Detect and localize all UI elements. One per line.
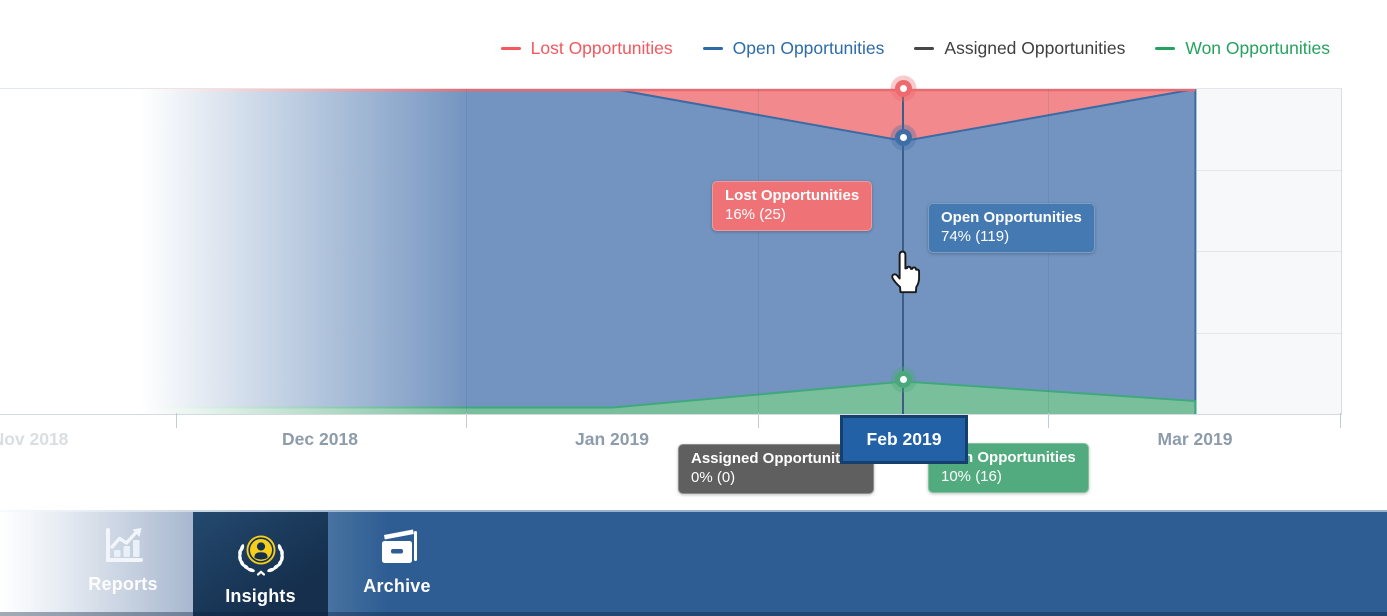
- axis-tick: [758, 413, 759, 428]
- gridline-horizontal: [0, 251, 1341, 252]
- legend-label: Open Opportunities: [732, 38, 885, 58]
- gridline-horizontal: [0, 333, 1341, 334]
- tooltip-value: 74% (119): [941, 228, 1010, 245]
- bar-chart-icon: [106, 528, 143, 562]
- tooltip-lost: Lost Opportunities 16% (25): [712, 181, 873, 231]
- legend-label: Won Opportunities: [1185, 38, 1330, 58]
- axis-label-dec-2018[interactable]: Dec 2018: [282, 429, 358, 449]
- nav-item-label: Insights: [225, 586, 296, 606]
- lost-series-dash-icon: [500, 46, 521, 51]
- tooltip-title: Open Opportunities: [941, 209, 1082, 226]
- archive-box-icon: [382, 529, 417, 563]
- axis-tick: [1340, 413, 1341, 428]
- axis-tick: [1048, 413, 1049, 428]
- tooltip-value: 10% (16): [941, 468, 1002, 485]
- nav-item-label: Reports: [88, 574, 158, 594]
- open-series-dash-icon: [702, 46, 723, 51]
- nav-item-insights-active[interactable]: Insights: [193, 512, 328, 616]
- legend-item-lost[interactable]: Lost Opportunities: [500, 38, 673, 59]
- open-point-marker: [895, 129, 912, 146]
- tooltip-value: 0% (0): [691, 469, 736, 486]
- axis-tick: [466, 413, 467, 428]
- tooltip-value: 16% (25): [725, 206, 786, 223]
- nav-item-reports[interactable]: Reports: [63, 512, 183, 616]
- tooltip-open: Open Opportunities 74% (119): [928, 203, 1095, 253]
- nav-item-label: Archive: [363, 576, 431, 596]
- legend-item-assigned[interactable]: Assigned Opportunities: [914, 38, 1125, 59]
- nav-item-archive[interactable]: Archive: [336, 512, 458, 616]
- won-series-dash-icon: [1155, 46, 1176, 51]
- chart-legend: Lost Opportunities Open Opportunities As…: [500, 38, 1330, 59]
- axis-label-nov-2018[interactable]: Nov 2018: [0, 429, 69, 449]
- tooltip-title: Won Opportunities: [941, 449, 1076, 466]
- bottom-nav-bar: ds Reports: [0, 510, 1387, 616]
- tooltip-title: Assigned Opportunities: [691, 450, 862, 467]
- tooltip-title: Lost Opportunities: [725, 187, 860, 204]
- lost-point-marker: [895, 80, 912, 97]
- gridline-vertical: [758, 89, 759, 414]
- gridline-horizontal: [0, 170, 1341, 171]
- pointer-cursor-icon: [891, 250, 921, 294]
- left-fade-overlay: [0, 89, 470, 414]
- legend-item-open[interactable]: Open Opportunities: [702, 38, 885, 59]
- legend-label: Assigned Opportunities: [944, 38, 1126, 58]
- axis-tick: [176, 413, 177, 428]
- assigned-series-dash-icon: [914, 46, 935, 51]
- axis-label-mar-2019[interactable]: Mar 2019: [1157, 429, 1233, 449]
- axis-label-feb-2019-selected[interactable]: Feb 2019: [840, 415, 968, 464]
- legend-label: Lost Opportunities: [530, 38, 673, 58]
- axis-label-jan-2019[interactable]: Jan 2019: [575, 429, 649, 449]
- won-point-marker: [895, 371, 912, 388]
- laurel-badge-icon: [237, 535, 284, 576]
- legend-item-won[interactable]: Won Opportunities: [1155, 38, 1330, 59]
- chart-plot[interactable]: Lost Opportunities 16% (25) Open Opportu…: [0, 80, 1342, 494]
